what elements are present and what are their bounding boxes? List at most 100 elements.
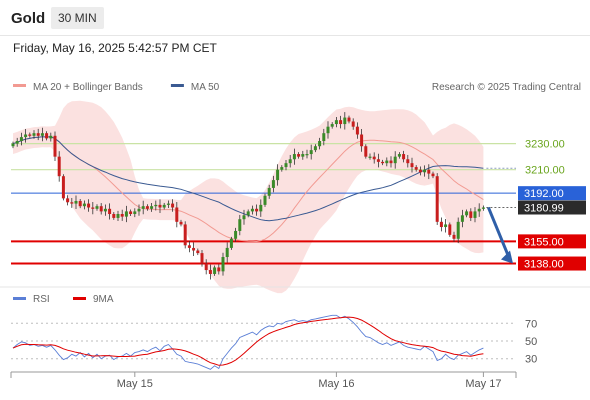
candle [221,252,225,276]
candle [15,137,19,147]
level-lines [11,143,516,265]
level-label-4: 3155.00 [524,236,564,248]
candle [78,199,82,209]
candle [473,207,477,223]
candle [112,212,116,220]
candle [208,264,212,280]
timeframe-selector[interactable]: 30 MIN [51,7,104,29]
candle [57,151,61,182]
candle [355,122,359,139]
x-tick-label-0: May 15 [117,378,153,390]
candle [309,144,313,160]
rsi-legend-label-1: 9MA [93,294,114,305]
candle [45,131,49,141]
candle [410,157,414,173]
candle [154,200,158,211]
candles [11,112,485,280]
candle [82,200,86,210]
candle [284,160,288,171]
rsi-level-label-2: 30 [525,354,537,366]
candle [40,127,44,142]
candle [423,165,427,177]
level-labels: 3230.00 3210.00 3192.00 3180.99 3155.00 3138.… [518,139,586,271]
candle [397,152,401,159]
candle [452,231,456,242]
candle [103,204,107,216]
candle [32,130,36,139]
candle [234,227,238,242]
candle [360,129,364,152]
level-box-5 [518,256,586,271]
candle [133,208,137,218]
candle [271,175,275,193]
candle [225,242,229,263]
candle [120,209,124,221]
legend-swatch-0 [13,84,26,87]
candle [393,151,397,169]
legend-label-0: MA 20 + Bollinger Bands [33,82,143,93]
x-tick-label-1: May 16 [318,378,354,390]
candle [297,152,301,159]
candle [305,149,309,159]
rsi-legend-swatch-0 [13,297,26,300]
candle [469,208,473,222]
candle [175,202,179,228]
candle [36,128,40,141]
candle [368,153,372,160]
candle [24,129,28,143]
level-label-0: 3230.00 [525,139,565,151]
level-label-3: 3180.99 [524,203,564,215]
candle [385,157,389,167]
candle [242,209,246,225]
candle [481,205,485,211]
candle [124,205,128,223]
candle [301,150,305,160]
level-box-3 [518,200,586,215]
candle [183,221,187,249]
forecast-arrow [487,206,511,259]
candle [343,112,347,130]
candle [158,199,162,213]
candle [246,209,250,218]
candle [402,150,406,163]
candle [418,166,422,176]
candle [288,154,292,168]
candle [376,153,380,168]
chart-datetime: Friday, May 16, 2025 5:42:57 PM CET [13,41,217,55]
forecast-arrowhead [501,250,513,264]
level-label-5: 3138.00 [524,259,564,271]
candle [389,156,393,168]
rsi-level-label-0: 70 [525,318,537,330]
candle [204,259,208,275]
rsi-line [12,314,484,370]
candle [150,203,154,212]
candle [137,204,141,216]
candle [129,209,133,216]
candle [116,210,120,222]
candle [108,203,112,220]
candle [439,217,443,232]
candle [66,195,70,206]
candle [435,173,439,225]
candle [192,242,196,256]
candle [238,214,242,236]
candle [145,204,149,211]
candle [263,193,267,207]
candle [326,121,330,139]
candle [179,219,183,227]
candle [414,165,418,172]
candle [364,144,368,159]
candle [49,132,53,142]
rsi-ma-line [12,316,484,366]
instrument-title: Gold [11,10,46,27]
candle [200,249,204,267]
rsi-legend-swatch-1 [73,297,86,300]
rsi-level-label-1: 50 [525,336,537,348]
candle [74,195,78,210]
level-box-2 [518,186,586,201]
candle [448,222,452,237]
candle [187,240,191,253]
chart-legend: MA 20 + Bollinger Bands MA 50 [13,82,220,93]
candle [53,131,57,161]
